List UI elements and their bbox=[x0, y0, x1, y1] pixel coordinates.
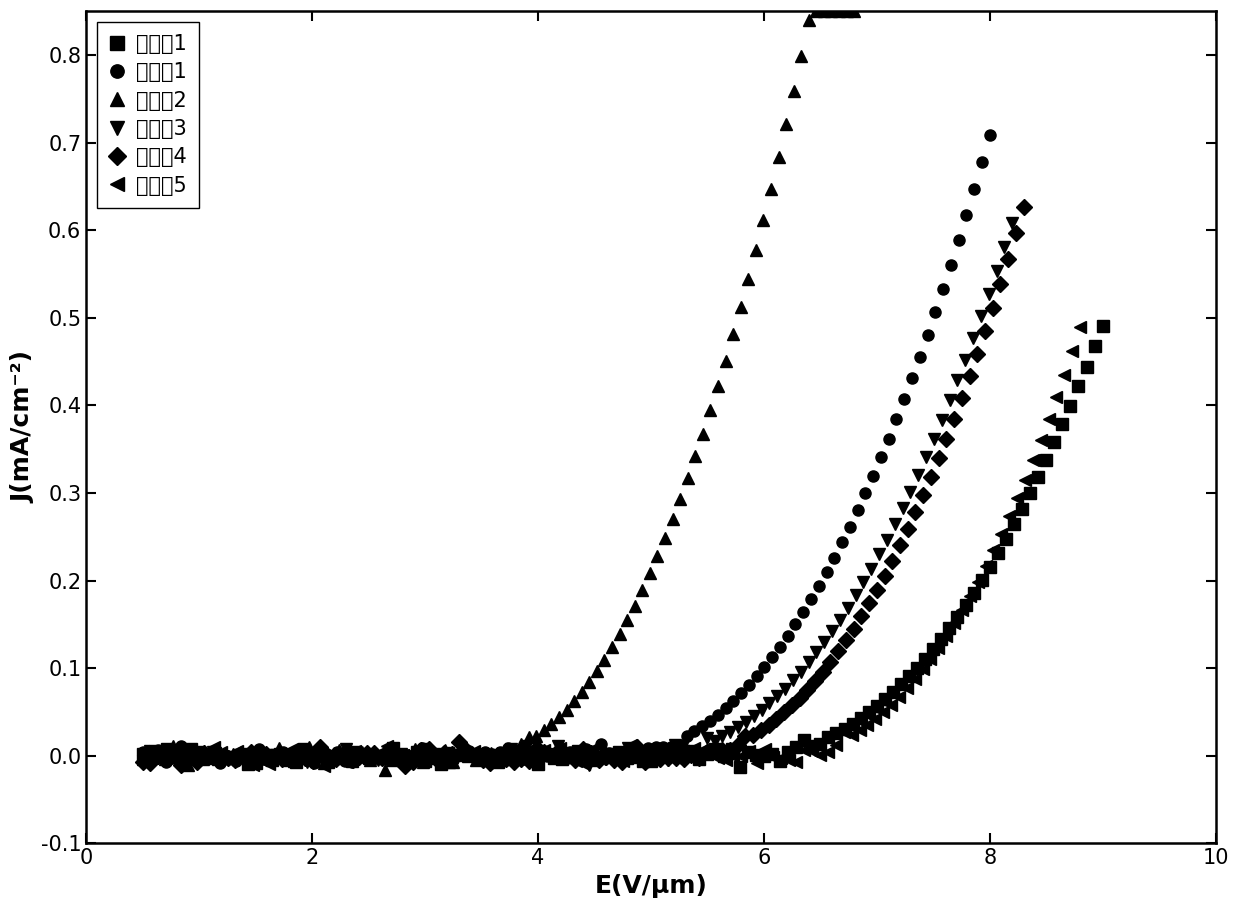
实施例3 bbox=[770, 691, 785, 702]
实施例3 bbox=[582, 760, 596, 771]
对比例1 bbox=[337, 750, 352, 761]
Line: 实施例2: 实施例2 bbox=[138, 5, 859, 775]
实施例2 bbox=[808, 5, 823, 16]
实施例3 bbox=[817, 636, 832, 647]
实施例5 bbox=[340, 757, 355, 768]
实施例1 bbox=[135, 747, 150, 758]
实施例1 bbox=[306, 757, 321, 768]
对比例1 bbox=[805, 741, 820, 752]
实施例1 bbox=[936, 284, 951, 295]
实施例4 bbox=[336, 749, 351, 760]
实施例4 bbox=[676, 754, 691, 764]
对比例1 bbox=[1095, 320, 1110, 331]
实施例1 bbox=[967, 184, 982, 195]
实施例1 bbox=[554, 749, 569, 760]
实施例1 bbox=[742, 680, 756, 691]
实施例1 bbox=[532, 754, 547, 764]
Line: 对比例1: 对比例1 bbox=[138, 320, 1109, 773]
实施例4 bbox=[1017, 202, 1032, 213]
对比例1 bbox=[732, 762, 746, 773]
实施例4 bbox=[398, 761, 413, 772]
对比例1 bbox=[901, 671, 916, 682]
实施例1 bbox=[982, 129, 997, 140]
实施例4 bbox=[252, 754, 267, 765]
实施例2 bbox=[627, 600, 642, 611]
实施例4 bbox=[429, 752, 444, 763]
对比例1 bbox=[1071, 381, 1086, 392]
实施例2 bbox=[165, 741, 180, 752]
实施例2 bbox=[135, 754, 150, 764]
X-axis label: E(V/μm): E(V/μm) bbox=[594, 874, 707, 898]
对比例1 bbox=[393, 751, 408, 762]
实施例4 bbox=[475, 754, 490, 765]
实施例2 bbox=[377, 764, 392, 775]
实施例3 bbox=[629, 746, 644, 757]
实施例5 bbox=[789, 756, 804, 767]
实施例4 bbox=[915, 489, 930, 500]
实施例2 bbox=[672, 494, 687, 504]
实施例1 bbox=[392, 749, 407, 760]
实施例3 bbox=[981, 288, 996, 299]
实施例2 bbox=[642, 568, 657, 579]
对比例1 bbox=[135, 748, 150, 759]
实施例5 bbox=[316, 760, 331, 771]
实施例5 bbox=[135, 745, 150, 756]
实施例5 bbox=[1073, 322, 1087, 333]
实施例3 bbox=[730, 722, 745, 733]
Legend: 对比例1, 实施例1, 实施例2, 实施例3, 实施例4, 实施例5: 对比例1, 实施例1, 实施例2, 实施例3, 实施例4, 实施例5 bbox=[97, 22, 200, 208]
Line: 实施例1: 实施例1 bbox=[138, 129, 996, 768]
Y-axis label: J(mA/cm⁻²): J(mA/cm⁻²) bbox=[11, 351, 35, 504]
实施例5 bbox=[884, 699, 899, 710]
Line: 实施例5: 实施例5 bbox=[138, 322, 1086, 771]
实施例2 bbox=[665, 514, 680, 524]
实施例5 bbox=[663, 749, 678, 760]
实施例3 bbox=[135, 755, 150, 766]
实施例5 bbox=[1049, 392, 1064, 403]
Line: 实施例4: 实施例4 bbox=[138, 201, 1029, 772]
实施例2 bbox=[847, 5, 862, 16]
实施例4 bbox=[135, 756, 150, 767]
对比例1 bbox=[667, 751, 682, 762]
实施例3 bbox=[1004, 217, 1019, 228]
实施例2 bbox=[264, 754, 279, 764]
Line: 实施例3: 实施例3 bbox=[138, 217, 1018, 771]
实施例5 bbox=[396, 749, 410, 760]
实施例3 bbox=[440, 747, 455, 758]
